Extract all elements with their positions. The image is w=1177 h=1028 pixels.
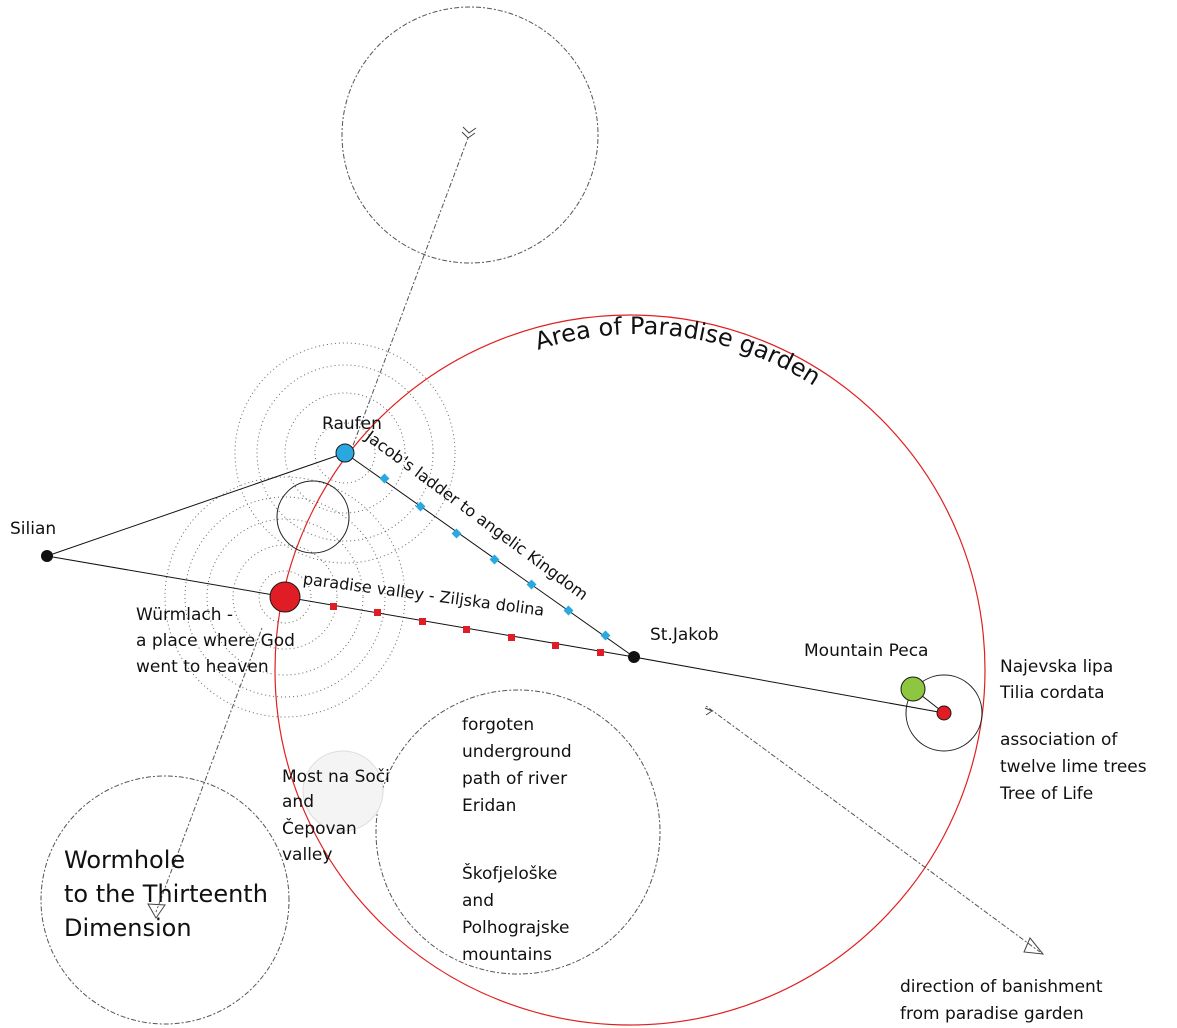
silian-node <box>41 550 53 562</box>
mountains-label-line-4: mountains <box>462 945 552 965</box>
middle-circle <box>276 480 350 554</box>
most-label-line-4: valley <box>282 845 332 865</box>
paradise-garden-circle <box>274 314 986 1026</box>
wormhole-circle <box>40 775 290 1025</box>
raufen-node <box>335 443 355 463</box>
wormhole-arrow-icon <box>147 903 166 919</box>
valley-marker <box>552 642 559 649</box>
peca-circle <box>905 674 983 752</box>
ladder-marker <box>415 501 426 512</box>
valley-marker <box>463 626 470 633</box>
diagram-title: Area of Paradise garden <box>532 312 826 391</box>
wurmlach-node <box>269 581 301 613</box>
raufen-rings <box>234 342 456 564</box>
ladder-marker <box>451 528 462 539</box>
najevska-label-line-1: Najevska lipa <box>1000 657 1113 677</box>
valley-marker <box>508 634 515 641</box>
peca-green-node <box>900 676 926 702</box>
banishment-arrow-start-icon <box>704 707 714 716</box>
mountains-label-line-1: Škofjeloške <box>462 862 557 884</box>
eridan-label-line-1: forgoten <box>462 715 534 735</box>
association-label-line-2: twelve lime trees <box>1000 757 1147 777</box>
wormhole-label-line-1: Wormhole <box>64 846 185 874</box>
valley-marker <box>419 618 426 625</box>
banishment-arrow-icon <box>1023 937 1045 955</box>
raufen-label: Raufen <box>322 414 382 434</box>
sky-arrow-icon <box>461 131 476 139</box>
ladder-marker <box>526 579 537 590</box>
wurmlach-label-line-3: went to heaven <box>136 657 269 677</box>
jacobs-ladder-label: Jacob's ladder to angelic Kingdom <box>361 426 592 604</box>
ladder-marker <box>379 473 390 484</box>
ladder-marker <box>563 605 574 616</box>
mountains-label-line-3: Polhograjske <box>462 918 569 938</box>
most-label-line-2: and <box>282 792 314 812</box>
most-label-line-3: Čepovan <box>282 817 357 839</box>
valley-marker <box>597 649 604 656</box>
ladder-marker <box>600 630 611 641</box>
sky-arrow-icon-2 <box>462 126 477 134</box>
valley-marker <box>374 609 381 616</box>
eridan-label-line-2: underground <box>462 742 572 762</box>
mountain-peca-label: Mountain Peca <box>804 641 928 661</box>
valley-markers <box>330 603 604 656</box>
paradise-valley-label: paradise valley - Ziljska dolina <box>302 569 545 620</box>
wurmlach-label-line-2: a place where God <box>136 631 295 651</box>
association-label-line-3: Tree of Life <box>999 784 1093 804</box>
eridan-label-line-4: Eridan <box>462 796 516 816</box>
st-jakob-node <box>628 651 640 663</box>
banishment-direction-line <box>705 705 1041 953</box>
valley-marker <box>330 603 337 610</box>
association-label-line-1: association of <box>1000 730 1118 750</box>
st-jakob-label: St.Jakob <box>650 625 719 645</box>
mountains-label-line-2: and <box>462 891 494 911</box>
wurmlach-label-line-1: Würmlach - <box>136 605 233 625</box>
ladder-marker <box>489 554 500 565</box>
banishment-label-line-2: from paradise garden <box>900 1004 1084 1024</box>
peca-red-node <box>936 705 952 721</box>
najevska-label-line-2: Tilia cordata <box>999 683 1105 703</box>
wormhole-direction-line <box>155 627 263 913</box>
wormhole-label-line-3: Dimension <box>64 914 192 942</box>
sky-circle <box>341 6 599 264</box>
eridan-label-line-3: path of river <box>462 769 567 789</box>
most-na-soci-circle <box>302 750 384 832</box>
most-label-line-1: Most na Soči <box>282 767 390 787</box>
silian-label: Silian <box>10 519 56 539</box>
sky-direction-line <box>351 137 469 449</box>
eridan-circle <box>375 689 661 975</box>
wormhole-label-line-2: to the Thirteenth <box>64 880 268 908</box>
wurmlach-rings <box>164 476 406 718</box>
jacobs-ladder-markers <box>379 473 611 641</box>
banishment-label-line-1: direction of banishment <box>900 977 1103 997</box>
